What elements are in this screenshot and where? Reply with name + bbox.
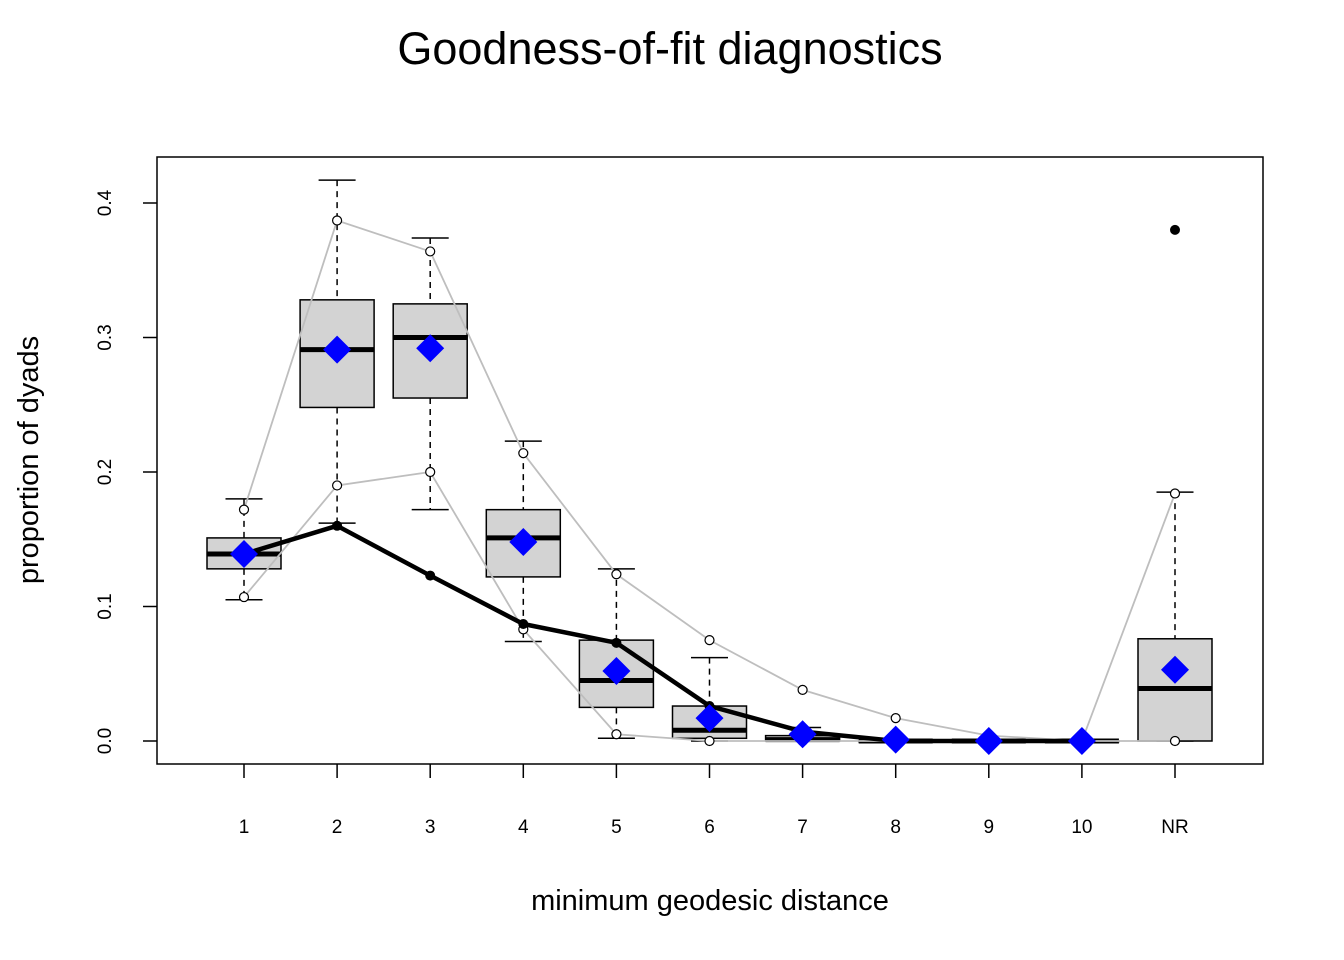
- x-tick-label: 10: [1071, 817, 1092, 838]
- mean-diamond: [509, 527, 538, 556]
- simulated-means: [230, 334, 1189, 755]
- boxplot: [1137, 491, 1213, 742]
- chart-title: Goodness-of-fit diagnostics: [397, 23, 942, 74]
- y-tick-label: 0.0: [95, 728, 116, 754]
- y-tick-label: 0.1: [95, 593, 116, 619]
- y-axis-label: proportion of dyads: [13, 336, 45, 584]
- x-tick-label: 1: [239, 817, 250, 838]
- interval-point: [704, 635, 715, 646]
- x-tick-label: 5: [611, 817, 622, 838]
- y-axis: 0.0 0.1 0.2 0.3 0.4: [95, 189, 157, 754]
- interval-point: [425, 466, 436, 478]
- mean-diamond: [695, 704, 724, 733]
- y-tick-label: 0.4: [95, 189, 116, 216]
- interval-point: [797, 684, 808, 695]
- mean-diamond: [1161, 655, 1189, 684]
- observed-point: [611, 637, 622, 648]
- interval-point: [1169, 488, 1181, 499]
- boxplot: [578, 568, 655, 740]
- mean-diamond: [602, 657, 631, 686]
- interval-point: [890, 713, 901, 724]
- outlier-point: [1170, 224, 1180, 235]
- observed-point: [425, 570, 436, 581]
- mean-diamond: [788, 720, 817, 749]
- interval-point: [332, 215, 343, 226]
- interval-point: [704, 735, 715, 747]
- y-tick-label: 0.3: [95, 324, 116, 350]
- x-axis-label: minimum geodesic distance: [531, 885, 889, 917]
- x-tick-label: 3: [425, 817, 436, 838]
- x-tick-label: 4: [518, 817, 529, 838]
- lower-interval-line: [243, 471, 1175, 742]
- observed-point: [332, 520, 343, 531]
- x-tick-label: 7: [797, 817, 808, 838]
- interval-point: [425, 246, 436, 257]
- x-tick-label: 9: [984, 817, 995, 838]
- x-tick-label: 6: [704, 817, 715, 838]
- observed-line: [243, 523, 1082, 744]
- x-tick-label: NR: [1161, 817, 1188, 838]
- interval-point: [611, 729, 622, 740]
- interval-point: [238, 591, 250, 603]
- interval-point: [518, 448, 529, 459]
- mean-diamond: [1067, 727, 1096, 755]
- x-tick-label: 2: [332, 817, 343, 838]
- interval-point: [238, 504, 250, 515]
- y-tick-label: 0.2: [95, 459, 116, 485]
- interval-point: [1169, 735, 1181, 747]
- mean-diamond: [323, 335, 352, 364]
- x-axis: 1 2 3 4 5 6 7 8 9 10 NR: [239, 764, 1189, 838]
- mean-diamond: [416, 334, 445, 363]
- observed-point: [518, 618, 529, 629]
- boxplots: [206, 179, 1213, 744]
- x-tick-label: 8: [890, 817, 901, 838]
- interval-point: [332, 480, 343, 491]
- interval-lines: [238, 215, 1181, 747]
- observed-series: [239, 520, 1087, 746]
- interval-point: [611, 569, 622, 580]
- mean-diamond: [881, 725, 910, 754]
- mean-diamond: [974, 727, 1003, 755]
- mean-diamond: [230, 540, 258, 569]
